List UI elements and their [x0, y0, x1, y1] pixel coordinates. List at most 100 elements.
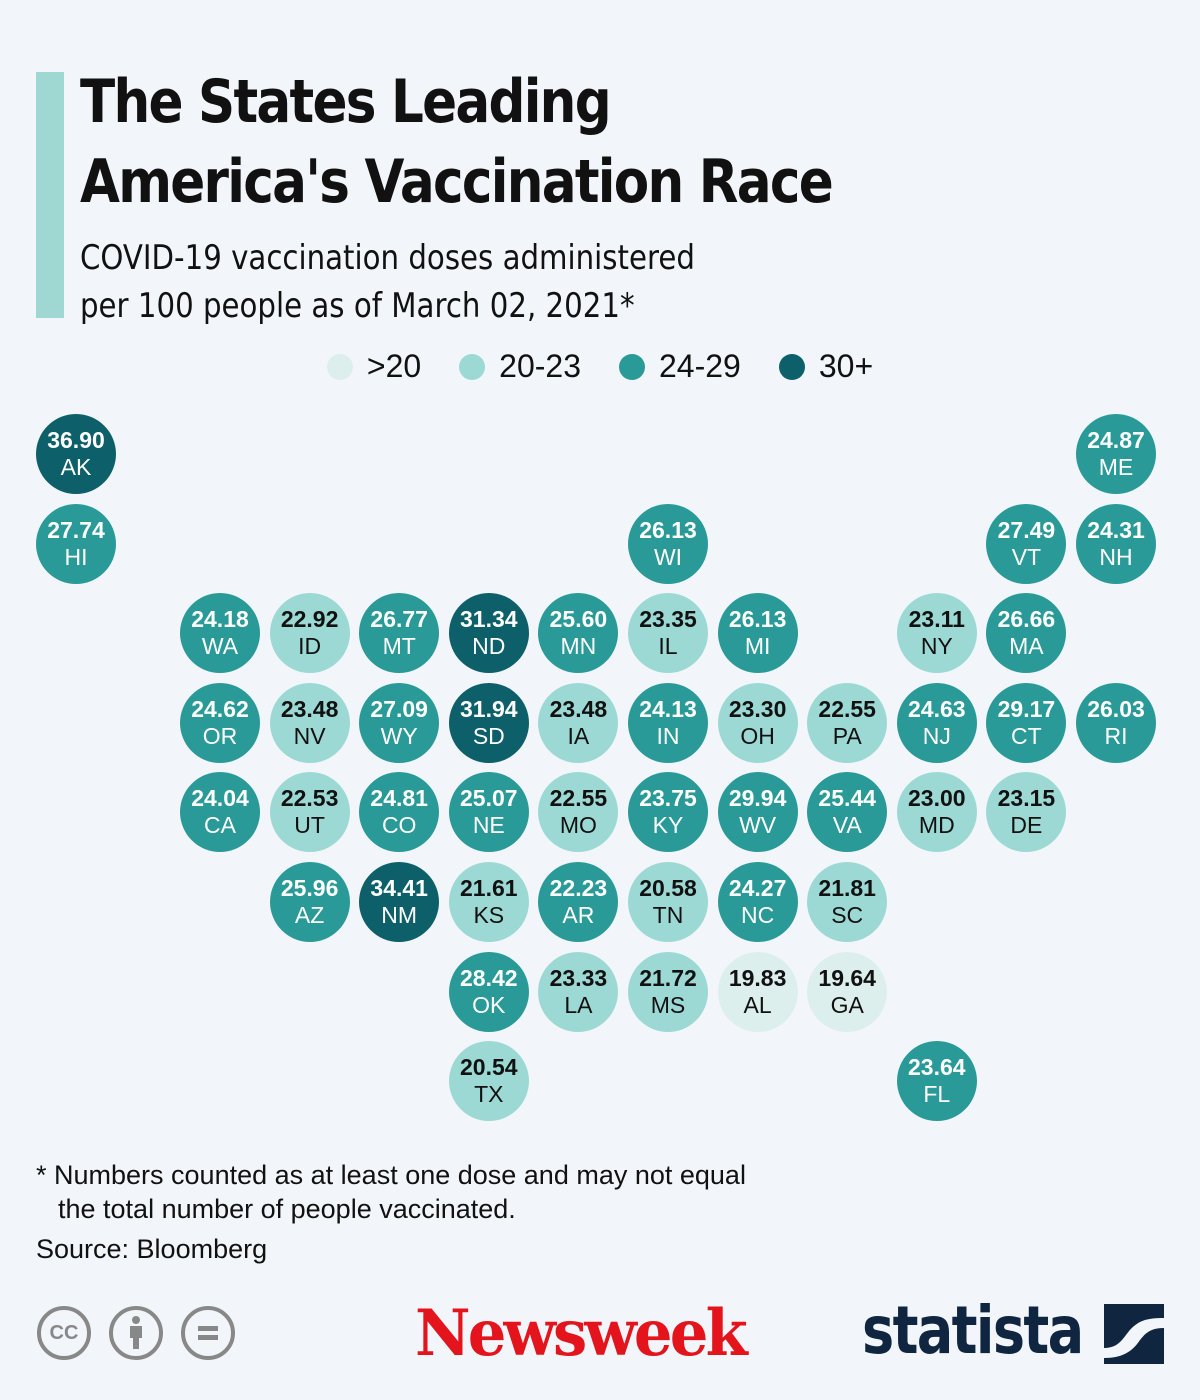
state-value: 24.04	[191, 785, 249, 812]
state-code: KY	[652, 812, 684, 839]
state-value: 22.55	[818, 695, 876, 722]
state-code: NC	[740, 902, 775, 928]
state-code: LA	[564, 991, 593, 1018]
legend-label: 20-23	[499, 348, 581, 384]
legend-item: 20-23	[459, 348, 581, 385]
statista-mark-icon	[1104, 1304, 1164, 1364]
state-code: OR	[202, 722, 238, 749]
legend-label: 30+	[818, 348, 874, 384]
cc-attribution-icon	[109, 1306, 163, 1360]
legend: >20 20-23 24-29 30+	[0, 348, 1200, 385]
legend-label: 24-29	[659, 348, 741, 384]
state-code: ND	[472, 633, 506, 660]
state-code: SD	[472, 722, 505, 749]
cc-noderivs-icon	[181, 1306, 235, 1360]
state-code: FL	[923, 1081, 951, 1108]
state-value: 25.96	[280, 875, 339, 901]
state-value: 24.27	[728, 875, 787, 901]
state-tile-mn: 25.60 MN	[538, 593, 619, 674]
state-code: WA	[201, 633, 239, 660]
state-value: 19.64	[818, 964, 876, 991]
state-tile-ny: 23.11 NY	[896, 593, 977, 674]
state-code: NV	[293, 722, 326, 749]
state-value: 36.90	[47, 427, 105, 453]
state-tile-nc: 24.27 NC	[717, 862, 798, 942]
state-tile-wi: 26.13 WI	[628, 503, 708, 584]
footnote-line-2: the total number of people vaccinated.	[58, 1194, 516, 1224]
state-code: GA	[830, 991, 864, 1018]
state-tile-de: 23.15 DE	[986, 772, 1067, 853]
state-value: 23.33	[549, 964, 608, 991]
state-code: OH	[740, 722, 775, 749]
state-value: 24.31	[1087, 516, 1145, 543]
state-value: 31.34	[460, 606, 518, 633]
state-value: 29.17	[997, 695, 1056, 722]
state-value: 22.23	[549, 875, 608, 901]
legend-item: 24-29	[619, 348, 741, 385]
state-code: IA	[567, 722, 590, 749]
state-tile-il: 23.35 IL	[628, 593, 708, 674]
state-code: MA	[1009, 633, 1044, 660]
state-tile-sc: 21.81 SC	[807, 862, 888, 942]
state-code: UT	[294, 812, 325, 839]
state-tile-ks: 21.61 KS	[448, 862, 529, 942]
footnote-line-1: * Numbers counted as at least one dose a…	[36, 1160, 746, 1190]
state-tile-ia: 23.48 IA	[538, 682, 619, 763]
subtitle: COVID-19 vaccination doses administered …	[80, 234, 695, 330]
state-tile-ca: 24.04 CA	[180, 772, 260, 853]
state-code: WV	[739, 812, 777, 839]
state-value: 22.92	[280, 606, 339, 633]
state-tile-wy: 27.09 WY	[359, 682, 440, 763]
state-tile-ak: 36.90 AK	[36, 414, 116, 494]
state-value: 19.83	[728, 964, 787, 991]
state-code: VA	[832, 812, 862, 839]
state-tile-ct: 29.17 CT	[986, 682, 1067, 763]
state-tile-oh: 23.30 OH	[717, 682, 798, 763]
state-code: MS	[650, 991, 686, 1018]
state-tile-mi: 26.13 MI	[717, 593, 798, 674]
state-value: 25.07	[460, 785, 518, 812]
state-code: WY	[380, 722, 418, 749]
state-value: 25.60	[549, 606, 608, 633]
state-value: 26.66	[997, 606, 1056, 633]
state-value: 29.94	[728, 785, 787, 812]
state-code: RI	[1104, 722, 1128, 749]
state-tile-ms: 21.72 MS	[628, 951, 708, 1032]
state-code: OK	[472, 991, 506, 1018]
state-tile-pa: 22.55 PA	[807, 682, 888, 763]
state-value: 23.75	[639, 785, 697, 812]
state-tile-al: 19.83 AL	[717, 951, 798, 1032]
state-code: AR	[562, 902, 595, 928]
state-value: 27.09	[370, 695, 428, 722]
state-value: 24.87	[1087, 427, 1145, 453]
state-tile-ok: 28.42 OK	[448, 951, 529, 1032]
legend-item: >20	[326, 348, 422, 385]
state-value: 20.58	[639, 875, 697, 901]
state-value: 24.13	[639, 695, 697, 722]
state-value: 25.44	[818, 785, 876, 812]
state-code: MI	[744, 633, 771, 660]
state-code: CO	[381, 812, 417, 839]
state-value: 23.35	[639, 606, 697, 633]
state-tile-ne: 25.07 NE	[448, 772, 529, 853]
state-tile-ar: 22.23 AR	[538, 862, 619, 942]
state-tile-nd: 31.34 ND	[448, 593, 529, 674]
state-value: 23.64	[908, 1054, 966, 1081]
state-tile-hi: 27.74 HI	[36, 503, 116, 584]
footnote: * Numbers counted as at least one dose a…	[36, 1158, 746, 1226]
state-tile-id: 22.92 ID	[269, 593, 350, 674]
legend-swatch	[619, 353, 645, 380]
state-tile-nm: 34.41 NM	[359, 862, 440, 942]
state-value: 27.49	[997, 516, 1056, 543]
state-tile-nj: 24.63 NJ	[896, 682, 977, 763]
state-value: 23.11	[908, 606, 965, 633]
legend-label: >20	[366, 348, 422, 384]
state-tile-co: 24.81 CO	[359, 772, 440, 853]
state-code: AZ	[294, 902, 325, 928]
state-value: 27.74	[47, 516, 105, 543]
state-value: 21.72	[639, 964, 697, 991]
state-value: 24.18	[191, 606, 249, 633]
legend-swatch	[778, 353, 805, 380]
state-code: CA	[204, 812, 236, 839]
state-code: DE	[1010, 812, 1043, 839]
